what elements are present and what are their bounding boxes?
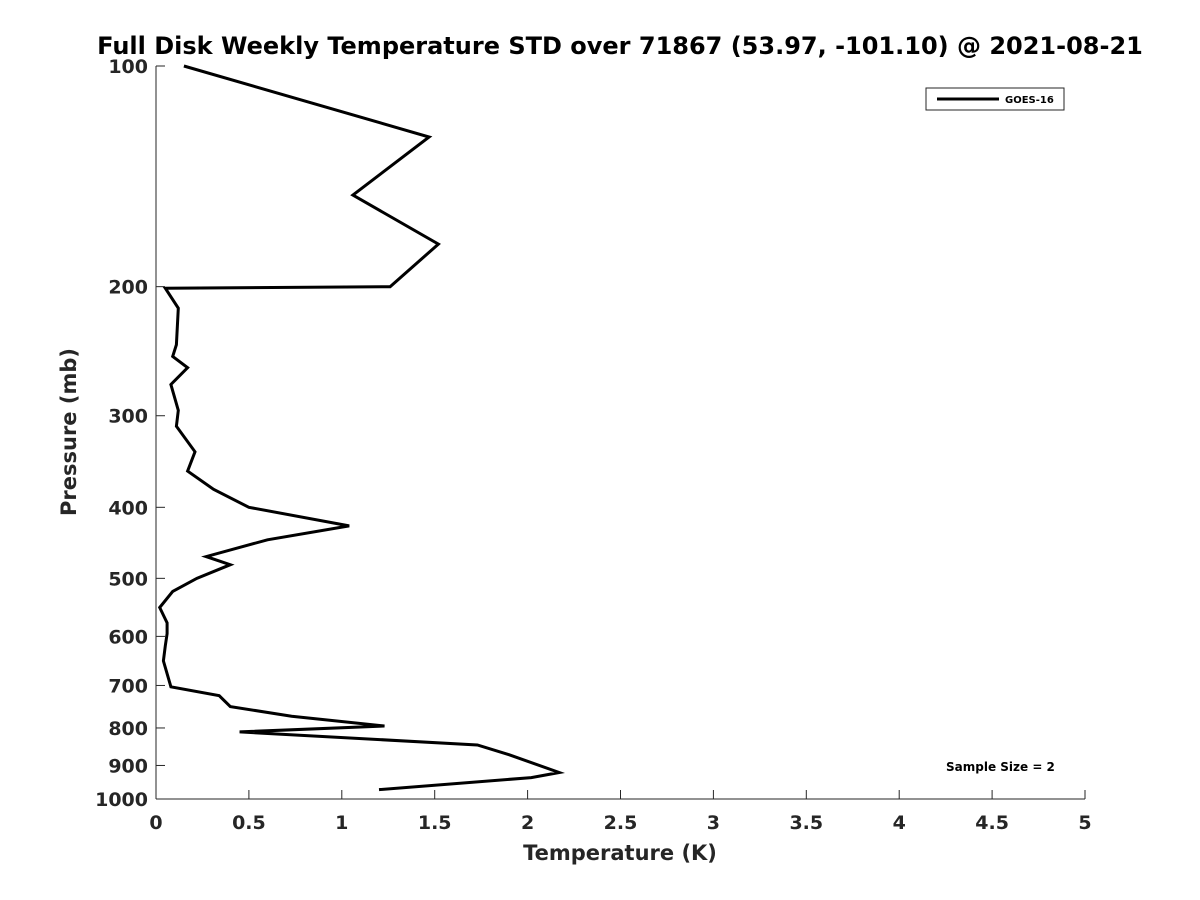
y-tick-label: 1000 — [95, 789, 148, 811]
y-tick-label: 300 — [108, 406, 148, 428]
x-tick-label: 0.5 — [232, 812, 266, 834]
y-tick-label: 600 — [108, 626, 148, 648]
x-tick-label: 1.5 — [418, 812, 452, 834]
chart-title: Full Disk Weekly Temperature STD over 71… — [97, 32, 1143, 60]
x-axis-ticks: 0 0.5 1 1.5 2 2.5 3 3.5 4 4.5 5 — [149, 790, 1092, 834]
x-tick-label: 0 — [149, 812, 162, 834]
y-tick-label: 700 — [108, 675, 148, 697]
y-tick-label: 800 — [108, 718, 148, 740]
x-tick-label: 2.5 — [604, 812, 638, 834]
sample-size-annotation: Sample Size = 2 — [946, 760, 1055, 774]
x-tick-label: 5 — [1078, 812, 1091, 834]
x-tick-label: 1 — [335, 812, 348, 834]
y-tick-label: 100 — [108, 56, 148, 78]
x-axis-label: Temperature (K) — [523, 841, 717, 865]
y-axis-label: Pressure (mb) — [57, 348, 81, 516]
y-tick-label: 400 — [108, 497, 148, 519]
x-tick-label: 4 — [893, 812, 906, 834]
y-tick-label: 500 — [108, 568, 148, 590]
series-layer — [157, 64, 565, 792]
x-tick-label: 3.5 — [789, 812, 823, 834]
legend-label-goes-16: GOES-16 — [1005, 95, 1054, 106]
x-tick-label: 3 — [707, 812, 720, 834]
x-tick-label: 2 — [521, 812, 534, 834]
y-tick-label: 900 — [108, 755, 148, 777]
legend: GOES-16 — [925, 87, 1065, 111]
y-axis-ticks: 100 200 300 400 500 600 700 800 900 1000 — [95, 56, 165, 811]
plot-area — [156, 66, 1085, 799]
x-tick-label: 4.5 — [975, 812, 1009, 834]
y-tick-label: 200 — [108, 277, 148, 299]
series-line-goes-16 — [157, 64, 565, 792]
